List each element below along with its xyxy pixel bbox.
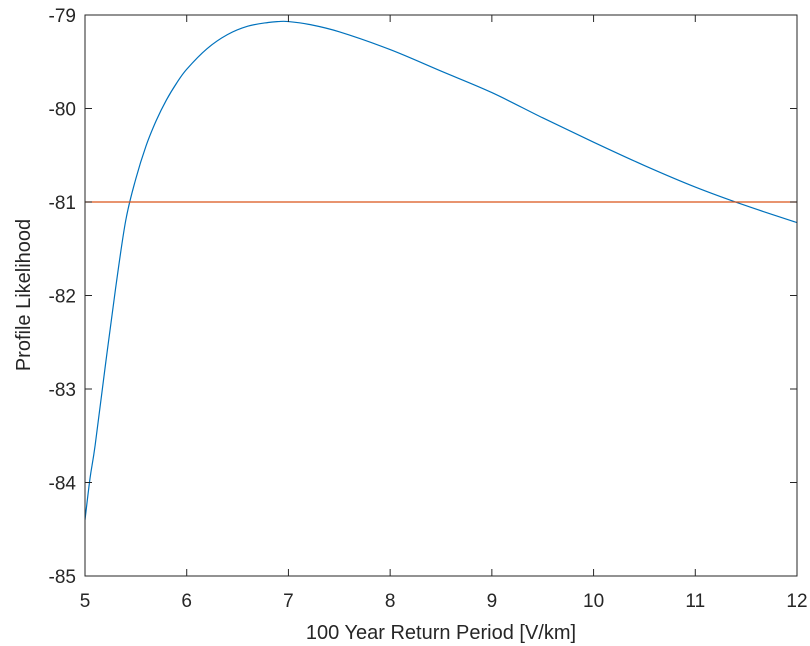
y-tick-label: -80 (49, 100, 76, 121)
series-layer (85, 20, 797, 520)
x-tick-label: 5 (80, 591, 91, 612)
x-tick-label: 6 (181, 591, 192, 612)
y-axis-label: Profile Likelihood (13, 219, 35, 371)
x-tick-label: 10 (583, 591, 604, 612)
x-tick-label: 9 (487, 591, 498, 612)
y-tick-label: -85 (49, 567, 76, 588)
y-tick-label: -84 (49, 474, 77, 495)
y-tick-label: -81 (49, 193, 76, 214)
plot-area (85, 15, 797, 576)
x-axis-label: 100 Year Return Period [V/km] (306, 622, 576, 644)
y-tick-label: -83 (49, 380, 76, 401)
y-tick-label: -79 (49, 6, 76, 27)
y-tick-label: -82 (49, 287, 76, 308)
x-tick-label: 8 (385, 591, 396, 612)
x-tick-label: 7 (283, 591, 294, 612)
x-tick-label: 11 (685, 591, 705, 612)
profile-likelihood-curve (85, 20, 797, 520)
x-tick-label: 12 (786, 591, 807, 612)
tick-layer: 5 6 7 8 9 10 11 12 -79 -80 -81 -82 -83 -84 -85 (49, 6, 808, 612)
